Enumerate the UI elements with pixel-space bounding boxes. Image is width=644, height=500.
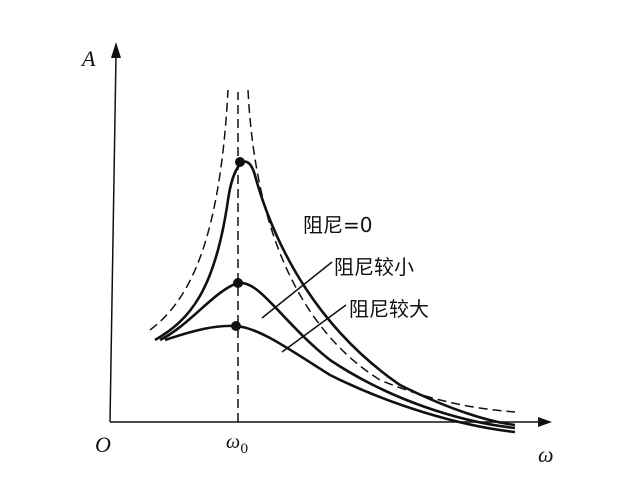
x-axis-label: ω <box>538 442 554 467</box>
zero-damping-left <box>149 89 229 331</box>
y-axis <box>109 54 117 423</box>
origin-label: O <box>95 432 111 457</box>
x-axis-arrow <box>538 417 552 427</box>
curve-label: 阻尼=0 <box>303 213 372 237</box>
y-axis-label: A <box>80 46 96 71</box>
omega0-subscript: 0 <box>240 442 248 457</box>
curve-large-damping <box>164 324 516 434</box>
curve-label: 阻尼较小 <box>334 255 414 279</box>
peak-dot <box>233 278 243 288</box>
y-axis-arrow <box>111 42 121 58</box>
omega0-label: ω0 <box>226 431 248 457</box>
peak-dot <box>235 157 245 167</box>
peak-dot <box>231 321 241 331</box>
leader-line <box>261 261 333 319</box>
curve-small-damping <box>159 281 516 430</box>
curve-low-damping <box>154 160 516 427</box>
zero-damping-right <box>247 89 516 413</box>
leader-line <box>281 304 347 353</box>
curve-label: 阻尼较大 <box>349 297 429 321</box>
omega0-symbol: ω <box>226 431 240 453</box>
